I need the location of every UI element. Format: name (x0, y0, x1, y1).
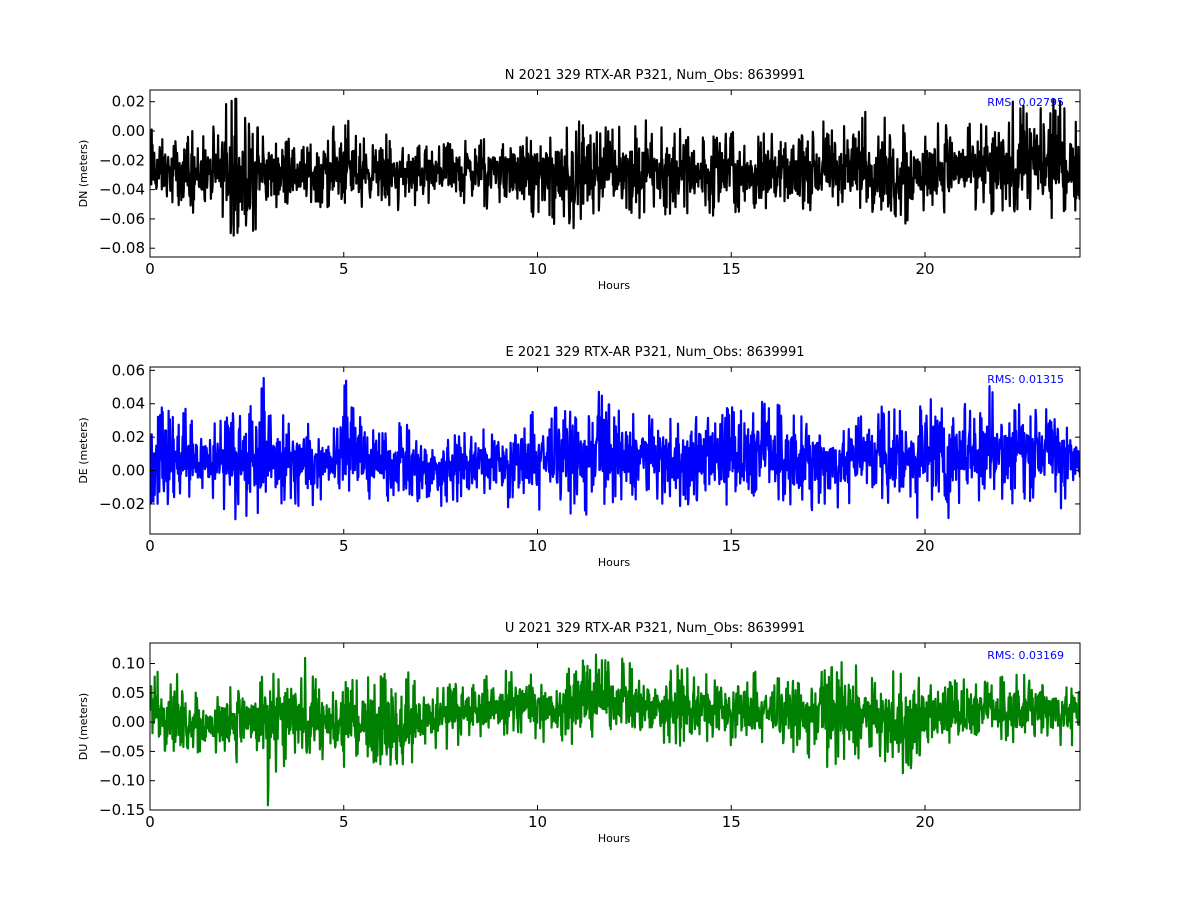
y-tick-label: 0.10 (112, 655, 145, 673)
y-axis-label: DU (meters) (77, 693, 90, 760)
y-tick-label: 0.05 (112, 684, 145, 702)
y-tick-label: −0.08 (99, 239, 145, 257)
y-axis-label: DN (meters) (77, 140, 90, 208)
x-tick-label: 10 (528, 260, 547, 278)
y-tick-label: 0.00 (112, 462, 145, 480)
series-line-1 (150, 376, 1080, 521)
x-tick-label: 10 (528, 537, 547, 555)
y-axis-label: DE (meters) (77, 417, 90, 483)
x-tick-label: 5 (339, 260, 349, 278)
y-tick-label: −0.15 (99, 801, 145, 819)
x-tick-label: 15 (722, 537, 741, 555)
x-tick-label: 0 (145, 537, 155, 555)
y-tick-label: −0.02 (99, 151, 145, 169)
chart-title: E 2021 329 RTX-AR P321, Num_Obs: 8639991 (506, 345, 805, 360)
x-tick-label: 20 (915, 813, 934, 831)
chart-title: U 2021 329 RTX-AR P321, Num_Obs: 8639991 (505, 621, 805, 636)
axes-frame (149, 89, 1081, 258)
chart-title: N 2021 329 RTX-AR P321, Num_Obs: 8639991 (505, 68, 805, 83)
x-axis-label: Hours (598, 279, 630, 292)
y-tick-label: 0.00 (112, 713, 145, 731)
x-tick-label: 5 (339, 537, 349, 555)
x-tick-label: 0 (145, 260, 155, 278)
series-line-2 (150, 653, 1080, 807)
x-tick-label: 0 (145, 813, 155, 831)
x-tick-label: 15 (722, 260, 741, 278)
axes-frame (149, 366, 1081, 535)
rms-annotation: RMS: 0.01315 (987, 373, 1064, 386)
y-tick-label: −0.06 (99, 210, 145, 228)
y-tick-label: 0.02 (112, 93, 145, 111)
x-tick-label: 20 (915, 260, 934, 278)
rms-annotation: RMS: 0.03169 (987, 649, 1064, 662)
x-tick-label: 5 (339, 813, 349, 831)
y-tick-label: −0.05 (99, 742, 145, 760)
y-tick-label: 0.04 (112, 395, 145, 413)
y-tick-label: −0.04 (99, 181, 145, 199)
chart-panel-1: 0 5 10 15 20 −0.02 0.00 0.02 0.04 0.06 E 2021 329 … (77, 345, 1081, 569)
series-line-0 (150, 97, 1080, 237)
y-tick-label: 0.02 (112, 428, 145, 446)
y-tick-label: −0.02 (99, 495, 145, 513)
chart-panel-0: 0 5 10 15 20 −0.08 −0.06 −0.04 −0.02 0.00 0.02 N 20… (77, 68, 1081, 292)
y-tick-label: 0.06 (112, 361, 145, 379)
rms-annotation: RMS: 0.02795 (987, 96, 1064, 109)
y-tick-label: 0.00 (112, 122, 145, 140)
x-axis-label: Hours (598, 832, 630, 845)
axes-frame (149, 642, 1081, 811)
x-axis-label: Hours (598, 556, 630, 569)
chart-panel-2: 0 5 10 15 20 −0.15 −0.10 −0.05 0.00 0.05 0.10 U 202… (77, 621, 1081, 845)
x-tick-label: 10 (528, 813, 547, 831)
x-tick-label: 15 (722, 813, 741, 831)
y-tick-label: −0.10 (99, 772, 145, 790)
x-tick-label: 20 (915, 537, 934, 555)
